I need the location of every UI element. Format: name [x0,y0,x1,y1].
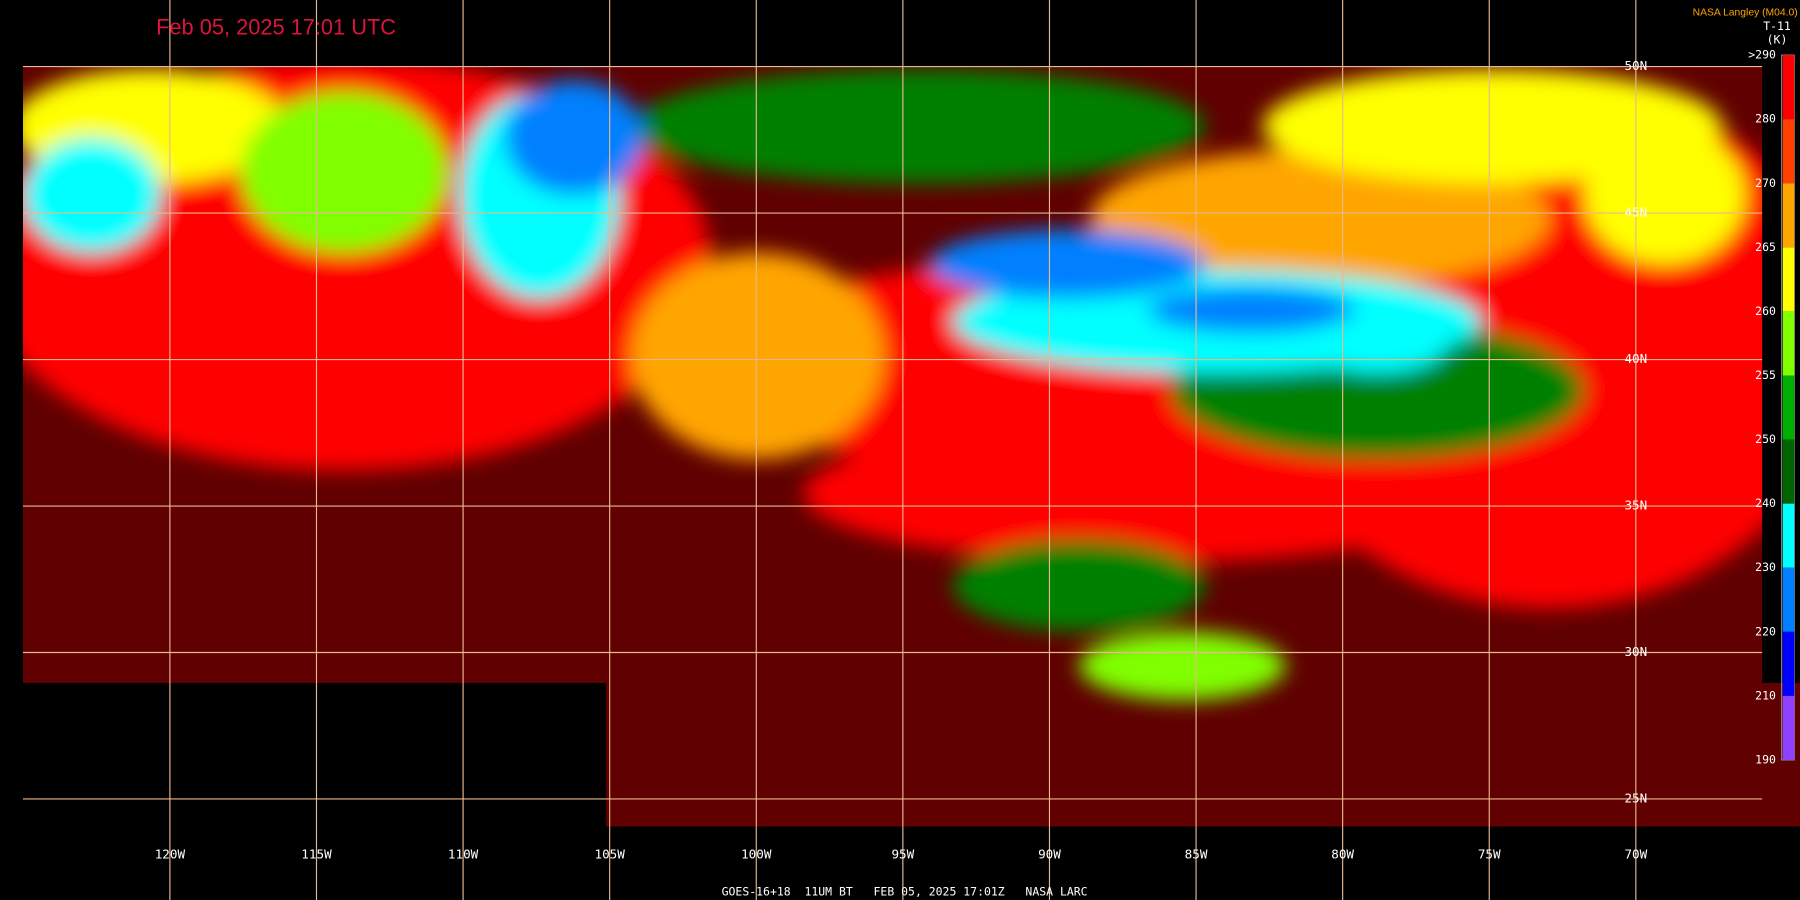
colorbar-label: 220 [1755,624,1776,638]
graticule: 120W 115W 110W 105W 100W 95W 90W 85W 80W 75W 70W 50… [22,0,1763,900]
longitude-label: 120W [155,847,186,862]
colorbar-segment [1782,567,1795,632]
colorbar-segment [1782,247,1795,312]
title: Feb 05, 2025 17:01 UTC [156,14,396,39]
colorbar: >290 280 270 265 260 255 250 240 230 220 210 190 [1748,48,1795,766]
longitude-label: 95W [891,847,914,862]
longitude-label: 75W [1478,847,1501,862]
colorbar-segment [1782,695,1795,760]
colorbar-label: 280 [1755,112,1776,126]
latitude-label: 45N [1624,205,1647,220]
colorbar-label: 260 [1755,304,1776,318]
colorbar-label: 240 [1755,496,1776,510]
colorbar-label: >290 [1748,48,1776,62]
colorbar-label: 210 [1755,688,1776,702]
colorbar-segment [1782,119,1795,184]
longitude-label: 85W [1185,847,1208,862]
colorbar-label: 230 [1755,560,1776,574]
colorbar-unit: (K) [1767,33,1788,47]
colorbar-segment [1782,631,1795,696]
longitude-label: 115W [301,847,332,862]
longitude-label: 110W [448,847,479,862]
longitude-label: 105W [594,847,625,862]
longitude-label: 100W [741,847,772,862]
colorbar-segment [1782,183,1795,248]
latitude-label: 35N [1624,498,1647,513]
colorbar-segment [1782,503,1795,568]
colorbar-segment [1782,55,1795,120]
colorbar-label: 250 [1755,432,1776,446]
colorbar-title: T-11 [1763,19,1791,33]
footer: GOES-16+18 11UM BT FEB 05, 2025 17:01Z N… [722,884,1088,898]
colorbar-label: 190 [1755,752,1776,766]
longitude-label: 70W [1624,847,1647,862]
latitude-label: 50N [1624,58,1647,73]
latitude-label: 30N [1624,644,1647,659]
credit: NASA Langley (M04.0) [1693,7,1798,18]
latitude-label: 25N [1624,790,1647,805]
colorbar-label: 255 [1755,368,1776,382]
colorbar-segment [1782,439,1795,504]
colorbar-label: 270 [1755,176,1776,190]
latitude-label: 40N [1624,351,1647,366]
colorbar-label: 265 [1755,240,1776,254]
colorbar-segment [1782,311,1795,376]
longitude-label: 80W [1331,847,1354,862]
colorbar-segment [1782,375,1795,440]
longitude-label: 90W [1038,847,1061,862]
